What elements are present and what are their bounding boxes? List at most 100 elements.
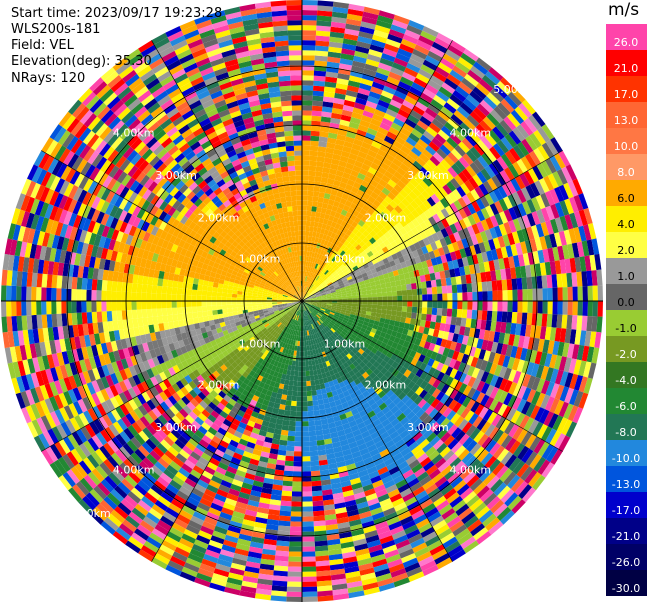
velocity-gate [145, 388, 155, 400]
velocity-gate [319, 272, 325, 278]
velocity-gate [486, 475, 500, 489]
velocity-gate [175, 411, 185, 422]
velocity-gate [307, 400, 313, 407]
velocity-gate [351, 221, 358, 228]
velocity-gate [434, 133, 447, 145]
velocity-gate [268, 310, 274, 314]
velocity-gate [259, 497, 271, 505]
velocity-gate [151, 407, 162, 418]
velocity-gate [164, 450, 176, 461]
velocity-gate [552, 246, 560, 261]
velocity-gate [572, 301, 578, 316]
velocity-gate [317, 449, 327, 456]
velocity-gate [255, 401, 263, 409]
velocity-gate [376, 230, 384, 238]
velocity-gate [392, 158, 403, 168]
velocity-gate [477, 291, 483, 301]
velocity-gate [357, 172, 366, 181]
velocity-gate [355, 364, 363, 372]
velocity-gate [330, 334, 336, 340]
velocity-gate [364, 394, 373, 402]
velocity-gate [323, 321, 329, 326]
velocity-gate [287, 581, 302, 587]
velocity-gate [564, 387, 574, 404]
velocity-gate [481, 251, 489, 263]
velocity-gate [371, 337, 378, 344]
velocity-gate [506, 311, 513, 323]
velocity-gate [569, 373, 579, 390]
velocity-gate [304, 345, 308, 352]
velocity-gate [390, 208, 399, 218]
velocity-gate [429, 515, 445, 527]
velocity-gate [293, 375, 299, 382]
velocity-gate [328, 336, 334, 342]
velocity-gate [303, 305, 306, 311]
velocity-gate [442, 262, 450, 271]
velocity-gate [323, 333, 329, 339]
velocity-gate [213, 406, 223, 415]
velocity-gate [319, 352, 324, 359]
velocity-gate [316, 337, 321, 344]
velocity-gate [306, 296, 312, 300]
velocity-gate [372, 158, 383, 167]
velocity-gate [443, 450, 455, 462]
velocity-gate [446, 516, 462, 529]
velocity-gate [367, 183, 376, 192]
velocity-gate [355, 351, 362, 358]
velocity-gate [305, 365, 310, 372]
velocity-gate [413, 241, 422, 250]
velocity-gate [512, 383, 523, 397]
velocity-gate [381, 309, 387, 315]
velocity-gate [415, 435, 427, 446]
velocity-gate [124, 474, 138, 488]
velocity-gate [303, 260, 307, 267]
velocity-gate [294, 340, 298, 346]
velocity-gate [404, 473, 417, 484]
velocity-gate [469, 110, 483, 124]
velocity-gate [409, 109, 423, 121]
velocity-gate [576, 344, 585, 361]
velocity-gate [427, 235, 435, 244]
velocity-gate [340, 244, 347, 251]
velocity-gate [436, 176, 447, 188]
velocity-gate [276, 459, 286, 466]
velocity-gate [383, 355, 391, 363]
velocity-gate [303, 286, 306, 292]
velocity-gate [450, 549, 466, 562]
velocity-gate [395, 332, 403, 339]
velocity-gate [494, 364, 503, 377]
velocity-gate [313, 310, 318, 315]
velocity-gate [161, 411, 172, 422]
velocity-gate [329, 210, 337, 217]
velocity-gate [387, 148, 398, 158]
velocity-gate [224, 361, 232, 369]
velocity-gate [437, 461, 450, 473]
velocity-gate [499, 468, 513, 483]
velocity-gate [310, 312, 315, 318]
velocity-gate [526, 226, 535, 240]
velocity-gate [318, 259, 323, 266]
velocity-gate [312, 328, 317, 334]
velocity-gate [390, 525, 404, 536]
velocity-gate [308, 319, 311, 325]
velocity-gate [597, 285, 603, 301]
velocity-gate [289, 334, 293, 340]
velocity-gate [100, 401, 111, 414]
velocity-gate [181, 360, 189, 369]
velocity-gate [344, 94, 357, 103]
velocity-gate [324, 407, 332, 414]
velocity-gate [364, 329, 371, 336]
velocity-gate [121, 478, 135, 492]
velocity-gate [376, 525, 391, 535]
velocity-gate [340, 237, 347, 245]
velocity-gate [483, 261, 491, 272]
velocity-gate [334, 286, 341, 291]
velocity-gate [311, 302, 317, 305]
velocity-gate [336, 516, 349, 524]
velocity-gate [488, 67, 504, 81]
velocity-gate [362, 230, 370, 238]
velocity-gate [378, 260, 385, 267]
velocity-gate [313, 85, 325, 92]
velocity-gate [458, 219, 467, 230]
velocity-gate [316, 227, 322, 234]
